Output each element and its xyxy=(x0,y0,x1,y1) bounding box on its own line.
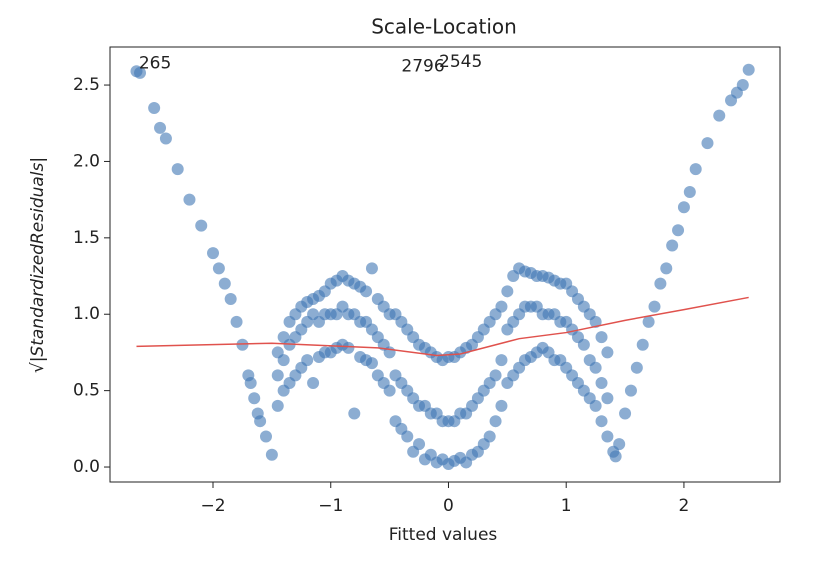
annotation: 265 xyxy=(139,54,171,74)
x-tick-label: 1 xyxy=(561,496,572,516)
point xyxy=(365,262,378,275)
point xyxy=(483,430,496,443)
point xyxy=(613,438,626,451)
point xyxy=(666,239,679,252)
point xyxy=(689,163,702,176)
point xyxy=(589,361,602,374)
point xyxy=(642,315,655,328)
point xyxy=(248,392,261,405)
point xyxy=(595,415,608,428)
point xyxy=(589,315,602,328)
annotation: 2545 xyxy=(439,52,482,72)
point xyxy=(265,448,278,461)
y-tick-label: 2.5 xyxy=(73,75,100,95)
point xyxy=(589,399,602,412)
y-axis-label: √|StandardizedResiduals| xyxy=(28,157,48,373)
y-tick-label: 0.0 xyxy=(73,457,100,477)
point xyxy=(501,285,514,298)
point xyxy=(672,224,685,237)
point xyxy=(271,399,284,412)
x-tick-label: 2 xyxy=(679,496,690,516)
y-tick-label: 1.0 xyxy=(73,304,100,324)
point xyxy=(383,384,396,397)
point xyxy=(413,438,426,451)
point xyxy=(271,369,284,382)
point xyxy=(171,163,184,176)
point xyxy=(601,346,614,359)
point xyxy=(195,219,208,232)
point xyxy=(713,109,726,122)
x-tick-label: 0 xyxy=(443,496,454,516)
point xyxy=(236,338,249,351)
point xyxy=(183,193,196,206)
point xyxy=(636,338,649,351)
point xyxy=(624,384,637,397)
point xyxy=(577,338,590,351)
point xyxy=(630,361,643,374)
plot-frame xyxy=(109,46,781,483)
y-tick-label: 2.0 xyxy=(73,151,100,171)
point xyxy=(301,354,314,367)
lowess-line xyxy=(136,296,749,357)
point xyxy=(595,376,608,389)
point xyxy=(495,399,508,412)
point xyxy=(218,277,231,290)
y-tick-label: 1.5 xyxy=(73,228,100,248)
point xyxy=(654,277,667,290)
point xyxy=(595,331,608,344)
x-tick-label: −1 xyxy=(318,496,343,516)
x-axis-label: Fitted values xyxy=(389,525,498,545)
point xyxy=(230,315,243,328)
point xyxy=(601,430,614,443)
point xyxy=(259,430,272,443)
point xyxy=(307,376,320,389)
point xyxy=(489,369,502,382)
chart-title: Scale-Location xyxy=(371,15,517,39)
point xyxy=(495,354,508,367)
point xyxy=(683,186,696,198)
y-tick-label: 0.5 xyxy=(73,381,100,401)
point xyxy=(277,354,290,367)
point xyxy=(609,450,622,463)
point xyxy=(401,430,414,443)
point xyxy=(224,292,237,305)
point xyxy=(159,132,172,145)
point xyxy=(348,407,361,420)
point xyxy=(736,79,749,92)
point xyxy=(342,341,355,354)
point xyxy=(660,262,673,275)
point xyxy=(601,392,614,405)
point xyxy=(134,66,147,79)
point xyxy=(154,121,167,134)
point xyxy=(360,285,373,298)
point xyxy=(619,407,632,420)
point xyxy=(365,357,378,370)
point xyxy=(495,300,508,313)
point xyxy=(148,101,161,114)
point xyxy=(677,201,690,214)
point xyxy=(212,262,225,275)
point xyxy=(742,63,755,76)
point xyxy=(207,247,220,260)
annotation: 2796 xyxy=(401,57,444,77)
point xyxy=(251,407,264,420)
x-tick-label: −2 xyxy=(200,496,225,516)
point xyxy=(701,137,714,150)
point xyxy=(244,376,257,389)
point xyxy=(489,415,502,428)
point xyxy=(648,300,661,313)
